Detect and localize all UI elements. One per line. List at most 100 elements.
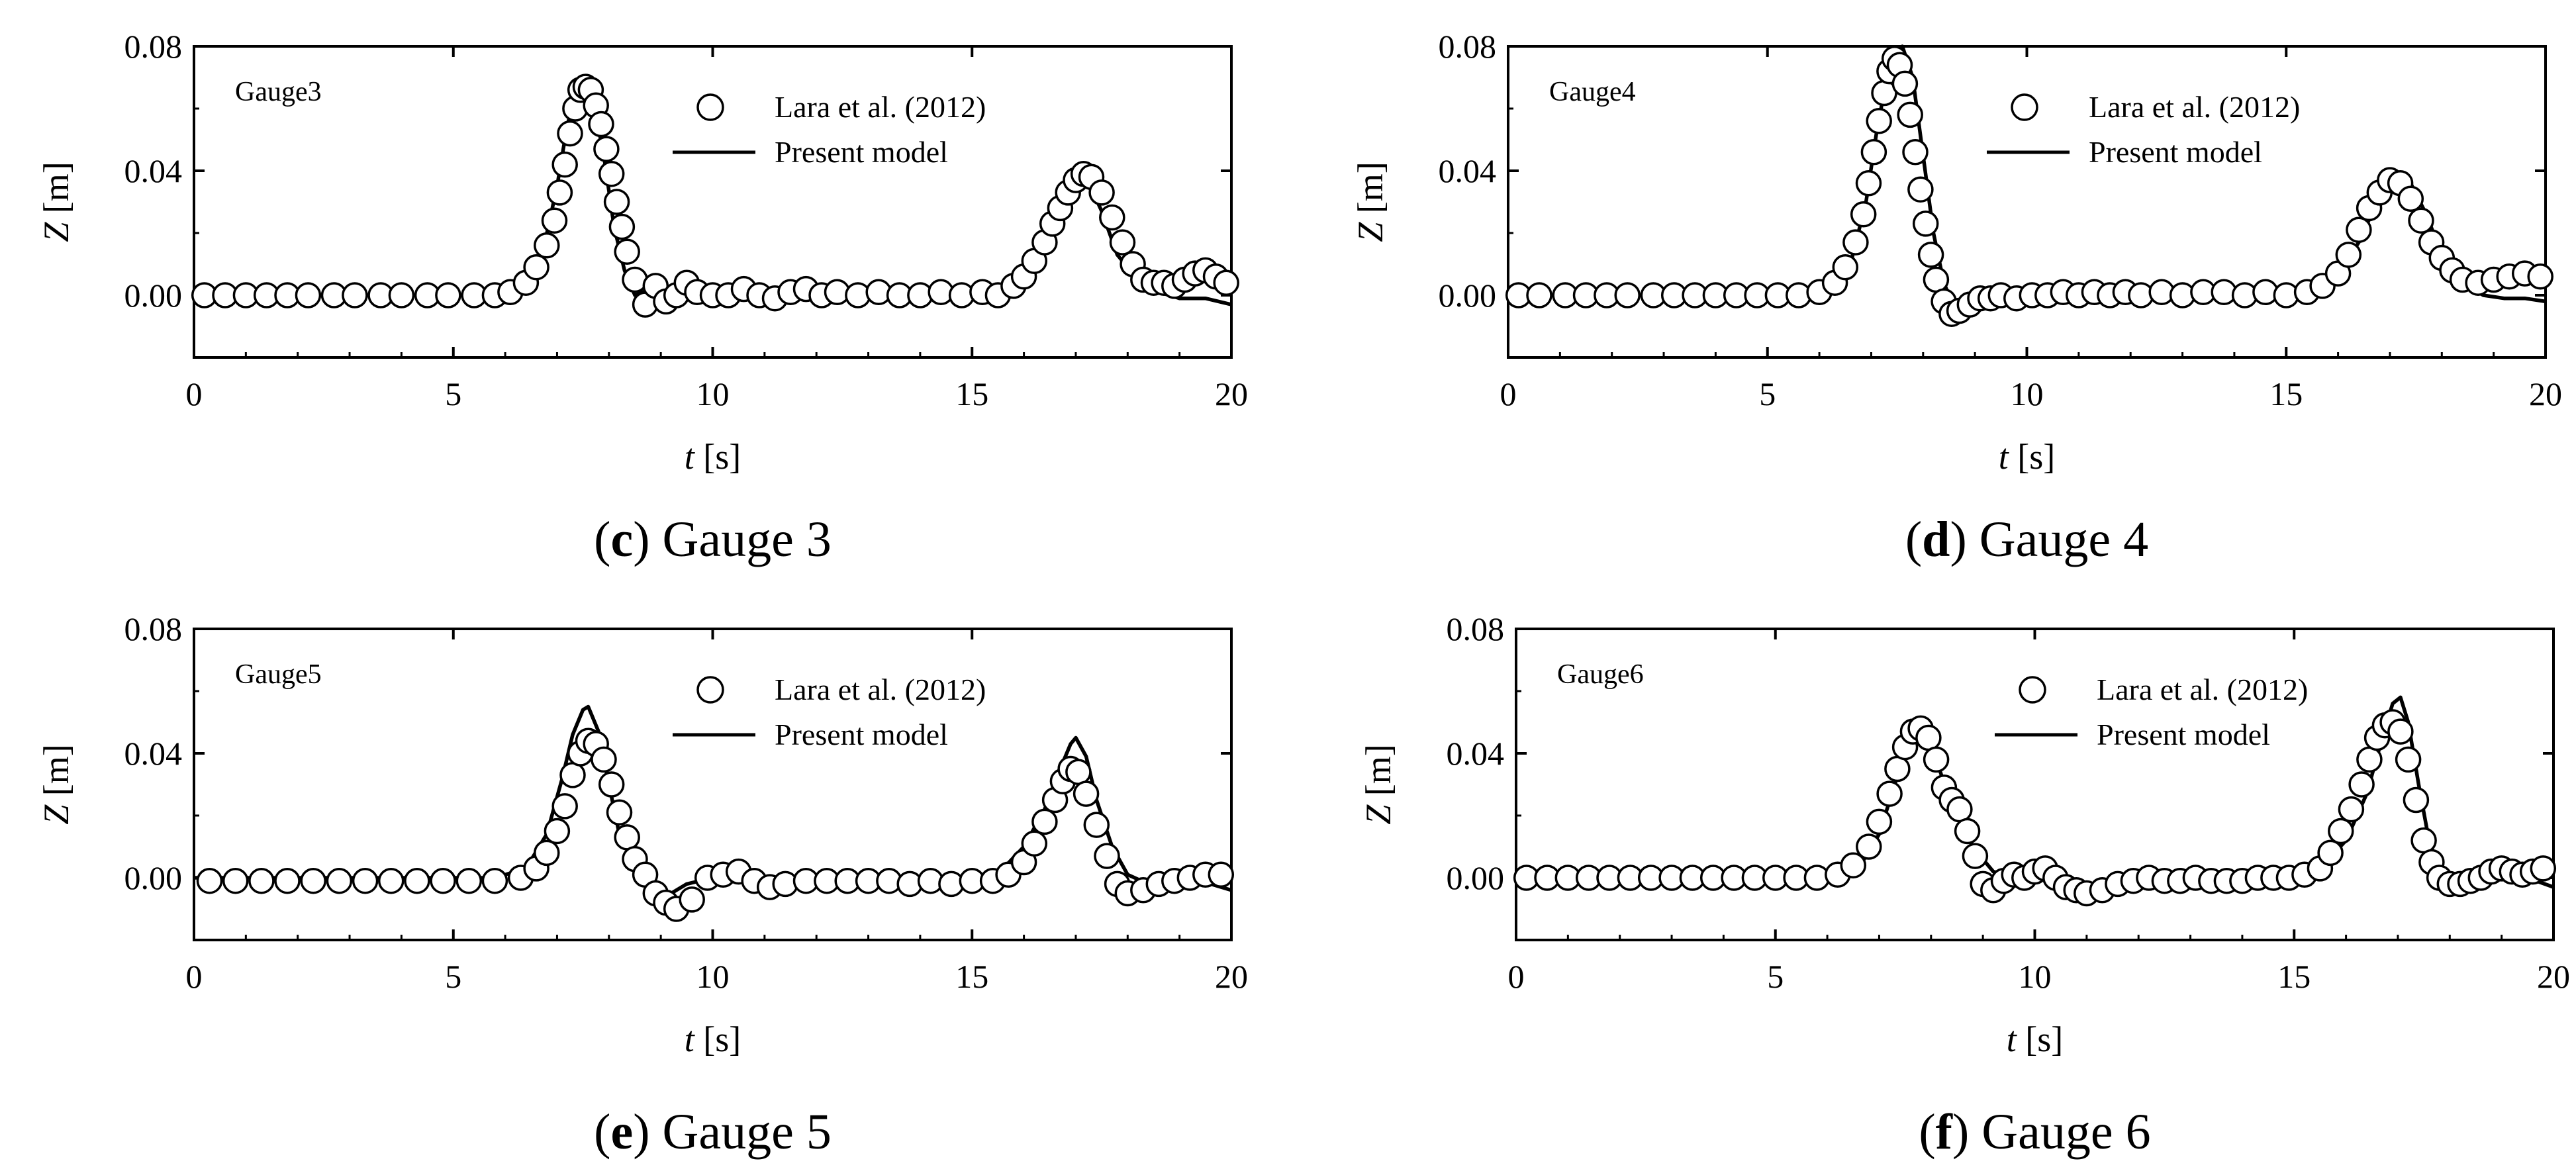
- x-axis-label-unit: [s]: [703, 437, 741, 477]
- x-axis-label-var: t: [2007, 1019, 2018, 1059]
- legend-marker-symbol: [2019, 676, 2046, 704]
- legend-marker-symbol: [2011, 93, 2038, 121]
- legend-line-label: Present model: [2089, 135, 2262, 169]
- y-axis-label-unit: [m]: [36, 162, 76, 213]
- data-point-lara-2012: [1907, 176, 1934, 203]
- caption-paren-close: ): [1950, 512, 1979, 567]
- data-point-lara-2012: [377, 867, 405, 894]
- x-tick-label: 15: [2277, 958, 2311, 995]
- panel-caption: (c) Gauge 3: [594, 512, 832, 567]
- data-point-lara-2012: [1021, 830, 1048, 857]
- gauge-tag-label: Gauge6: [1557, 659, 1644, 690]
- data-point-lara-2012: [2338, 796, 2365, 823]
- x-axis-label-unit: [s]: [2025, 1019, 2063, 1059]
- y-axis-label-var: Z: [36, 222, 76, 242]
- y-tick-label: 0.04: [124, 735, 183, 772]
- x-axis-label-space: [2009, 437, 2018, 477]
- panel-gauge-3: 0 5 10 15 20 0.00 0.04 0.08 t [s] Z [m] Gauge3 Lara…: [36, 28, 1248, 567]
- x-axis-label: t [s]: [685, 1019, 741, 1059]
- x-tick-label: 0: [1508, 958, 1525, 995]
- y-axis-label-unit: [m]: [36, 744, 76, 796]
- plot-frame: [1515, 628, 2555, 941]
- data-point-lara-2012: [1884, 755, 1911, 782]
- y-axis-label-var: Z: [1359, 804, 1398, 825]
- y-axis-label: Z [m]: [1351, 162, 1390, 242]
- x-tick-label: 10: [696, 958, 730, 995]
- caption-paren-close: ): [633, 1104, 662, 1160]
- y-axis-label-space: [1359, 796, 1398, 805]
- data-point-lara-2012: [1954, 818, 1981, 845]
- data-point-lara-2012: [388, 282, 415, 308]
- data-point-lara-2012: [222, 867, 249, 894]
- caption-text: Gauge 4: [1980, 512, 2148, 567]
- data-point-lara-2012: [342, 282, 368, 308]
- x-tick-label: 20: [1215, 958, 1248, 995]
- data-point-lara-2012: [606, 799, 633, 826]
- y-tick-label: 0.00: [1447, 859, 1505, 896]
- y-axis-label: Z [m]: [1359, 744, 1398, 825]
- data-point-lara-2012: [541, 207, 568, 234]
- data-point-lara-2012: [1962, 843, 1989, 869]
- data-point-lara-2012: [274, 867, 301, 894]
- data-point-lara-2012: [2397, 185, 2424, 212]
- data-point-lara-2012: [295, 282, 322, 308]
- y-tick-label: 0.04: [124, 152, 183, 189]
- data-point-lara-2012: [1614, 282, 1641, 308]
- x-tick-label: 5: [445, 375, 461, 412]
- data-point-lara-2012: [196, 867, 223, 894]
- data-point-lara-2012: [1842, 229, 1869, 256]
- data-point-lara-2012: [352, 867, 379, 894]
- data-point-lara-2012: [2348, 771, 2375, 798]
- data-point-lara-2012: [326, 867, 353, 894]
- caption-text: Gauge 5: [663, 1104, 832, 1160]
- data-point-lara-2012: [1840, 852, 1867, 878]
- data-point-lara-2012: [598, 771, 625, 798]
- x-axis-label-var: t: [685, 437, 696, 477]
- data-point-lara-2012: [614, 824, 640, 851]
- data-point-lara-2012: [1208, 861, 1235, 888]
- legend-marker-label: Lara et al. (2012): [2097, 673, 2308, 706]
- y-axis-label: Z [m]: [36, 744, 76, 825]
- panel-caption: (d) Gauge 4: [1905, 512, 2148, 567]
- panel-caption: (e) Gauge 5: [594, 1104, 832, 1160]
- x-tick-label: 20: [2529, 375, 2562, 412]
- x-tick-label: 10: [2019, 958, 2052, 995]
- y-axis-label-unit: [m]: [1351, 162, 1390, 213]
- data-point-lara-2012: [1923, 746, 1950, 773]
- data-point-lara-2012: [593, 136, 620, 162]
- data-point-lara-2012: [2317, 839, 2344, 867]
- data-point-lara-2012: [546, 179, 573, 206]
- data-point-lara-2012: [248, 867, 275, 894]
- data-point-lara-2012: [534, 232, 560, 259]
- data-point-lara-2012: [1891, 70, 1919, 97]
- data-point-lara-2012: [300, 867, 326, 894]
- data-point-lara-2012: [1876, 780, 1903, 807]
- caption-text: Gauge 6: [1981, 1104, 2150, 1160]
- y-tick-label: 0.00: [124, 277, 183, 314]
- x-tick-label: 10: [696, 375, 730, 412]
- x-axis-label-space: [694, 437, 704, 477]
- y-axis-label-var: Z: [36, 804, 76, 825]
- data-point-lara-2012: [2403, 786, 2430, 814]
- data-point-lara-2012: [603, 189, 630, 215]
- x-tick-label: 10: [2011, 375, 2044, 412]
- legend-marker-label: Lara et al. (2012): [775, 673, 986, 706]
- x-tick-label: 0: [186, 958, 203, 995]
- data-point-lara-2012: [1915, 724, 1942, 751]
- data-point-lara-2012: [534, 839, 560, 867]
- gauge-tag-label: Gauge4: [1549, 77, 1636, 107]
- x-tick-label: 20: [2537, 958, 2570, 995]
- data-point-lara-2012: [588, 111, 614, 138]
- x-axis-label-unit: [s]: [2017, 437, 2055, 477]
- data-point-lara-2012: [2335, 242, 2362, 268]
- data-point-lara-2012: [1109, 229, 1136, 256]
- x-tick-label: 5: [1759, 375, 1776, 412]
- y-tick-label: 0.08: [1447, 610, 1505, 647]
- data-point-lara-2012: [1088, 179, 1115, 206]
- x-axis-label: t [s]: [1999, 437, 2056, 477]
- legend-marker-symbol: [696, 676, 724, 704]
- data-point-lara-2012: [598, 160, 625, 187]
- x-tick-label: 5: [445, 958, 461, 995]
- data-point-lara-2012: [2408, 207, 2434, 234]
